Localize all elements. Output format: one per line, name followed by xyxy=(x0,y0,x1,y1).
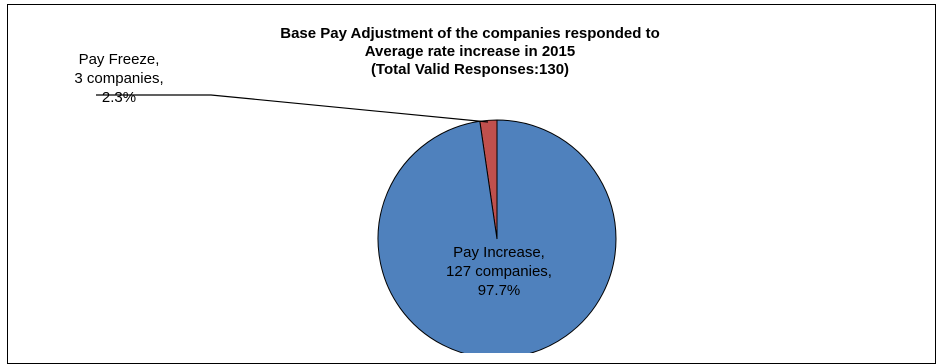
chart-title: Base Pay Adjustment of the companies res… xyxy=(180,25,760,79)
slice-label-pay-freeze-line-3: 2.3% xyxy=(101,89,137,106)
slice-label-pay-increase-line-2: 127 companies, xyxy=(446,263,552,280)
chart-title-line-2: Average rate increase in 2015 xyxy=(364,43,576,60)
slice-label-pay-freeze-line-2: 3 companies, xyxy=(74,70,164,87)
slice-label-pay-freeze: Pay Freeze, 3 companies, 2.3% xyxy=(74,50,164,107)
pie-chart xyxy=(96,94,617,353)
slice-label-pay-increase: Pay Increase, 127 companies, 97.7% xyxy=(429,243,569,300)
chart-title-line-1: Base Pay Adjustment of the companies res… xyxy=(280,25,660,42)
slice-label-pay-increase-line-3: 97.7% xyxy=(477,282,521,299)
leader-line-pay-freeze xyxy=(96,94,489,123)
slice-label-pay-increase-line-1: Pay Increase, xyxy=(453,244,545,261)
chart-title-line-3: (Total Valid Responses:130) xyxy=(370,61,570,78)
pie-slice-pay-increase xyxy=(377,119,617,353)
slice-label-pay-freeze-line-1: Pay Freeze, xyxy=(78,51,160,68)
